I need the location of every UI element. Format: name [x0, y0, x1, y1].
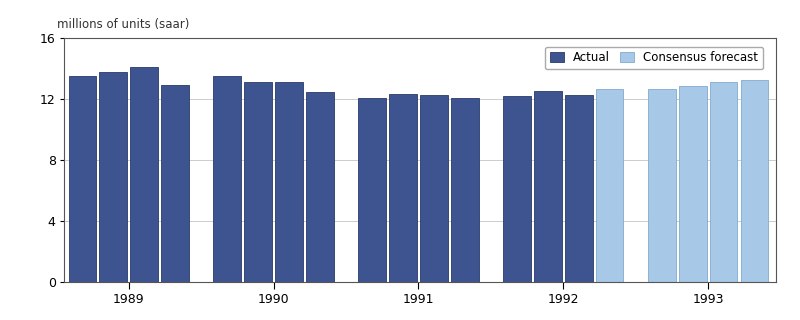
Bar — [275, 83, 303, 282]
Text: millions of units (saar): millions of units (saar) — [57, 18, 190, 31]
Bar — [596, 89, 623, 282]
Bar — [679, 85, 706, 282]
Bar — [214, 76, 242, 282]
Bar — [389, 94, 417, 282]
Bar — [69, 76, 96, 282]
Bar — [358, 99, 386, 282]
Bar — [99, 72, 127, 282]
Bar — [534, 91, 562, 282]
Bar — [648, 89, 676, 282]
Bar — [710, 83, 738, 282]
Bar — [420, 95, 448, 282]
Bar — [244, 82, 272, 282]
Bar — [741, 80, 768, 282]
Bar — [130, 67, 158, 282]
Bar — [306, 92, 334, 282]
Bar — [451, 98, 478, 282]
Bar — [161, 85, 189, 282]
Bar — [503, 96, 531, 282]
Legend: Actual, Consensus forecast: Actual, Consensus forecast — [545, 47, 763, 69]
Bar — [565, 95, 593, 282]
